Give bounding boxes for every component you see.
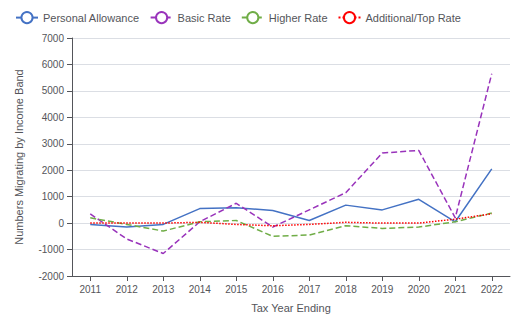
svg-text:2020: 2020	[408, 284, 431, 295]
svg-text:2016: 2016	[262, 284, 285, 295]
svg-text:-2000: -2000	[38, 271, 64, 282]
svg-text:2011: 2011	[79, 284, 101, 295]
svg-text:2019: 2019	[371, 284, 394, 295]
svg-text:Personal Allowance: Personal Allowance	[43, 12, 139, 24]
svg-text:2015: 2015	[225, 284, 248, 295]
svg-text:2012: 2012	[116, 284, 139, 295]
svg-text:6000: 6000	[42, 59, 65, 70]
svg-text:Additional/Top Rate: Additional/Top Rate	[365, 12, 460, 24]
svg-text:3000: 3000	[42, 138, 65, 149]
svg-text:2014: 2014	[189, 284, 212, 295]
svg-text:-1000: -1000	[38, 244, 64, 255]
svg-text:2021: 2021	[444, 284, 467, 295]
svg-text:Basic Rate: Basic Rate	[178, 12, 231, 24]
svg-text:0: 0	[58, 218, 64, 229]
svg-text:2017: 2017	[298, 284, 321, 295]
svg-text:2018: 2018	[335, 284, 358, 295]
svg-text:2000: 2000	[42, 165, 65, 176]
svg-text:Numbers Migrating by Income Ba: Numbers Migrating by Income Band	[13, 69, 25, 244]
svg-text:2013: 2013	[152, 284, 175, 295]
svg-text:1000: 1000	[42, 191, 65, 202]
svg-text:7000: 7000	[42, 33, 65, 44]
svg-text:5000: 5000	[42, 85, 65, 96]
svg-text:Higher Rate: Higher Rate	[269, 12, 328, 24]
svg-text:Tax Year Ending: Tax Year Ending	[251, 302, 331, 314]
svg-text:2022: 2022	[481, 284, 504, 295]
svg-text:4000: 4000	[42, 112, 65, 123]
